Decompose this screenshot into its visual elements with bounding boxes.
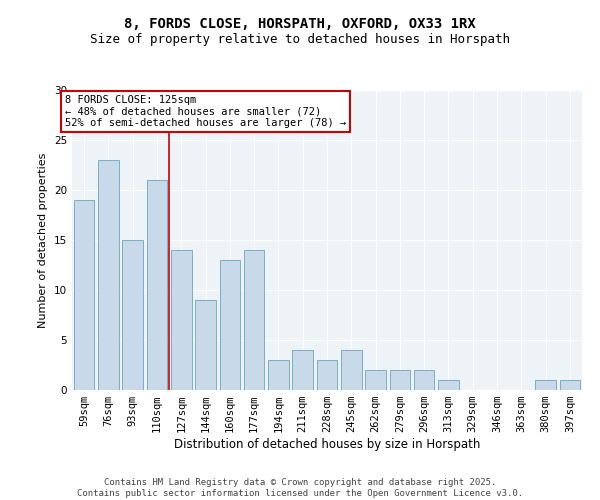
Text: 8, FORDS CLOSE, HORSPATH, OXFORD, OX33 1RX: 8, FORDS CLOSE, HORSPATH, OXFORD, OX33 1… (124, 18, 476, 32)
Bar (414, 370, 434, 390)
Bar (560, 380, 580, 390)
Bar (195, 300, 216, 390)
Text: Contains HM Land Registry data © Crown copyright and database right 2025.
Contai: Contains HM Land Registry data © Crown c… (77, 478, 523, 498)
Bar (171, 250, 191, 390)
Bar (220, 260, 240, 390)
Bar (74, 200, 94, 390)
Bar (341, 350, 362, 390)
Y-axis label: Number of detached properties: Number of detached properties (38, 152, 49, 328)
Bar (292, 350, 313, 390)
Text: Size of property relative to detached houses in Horspath: Size of property relative to detached ho… (90, 32, 510, 46)
Bar (268, 360, 289, 390)
Bar (535, 380, 556, 390)
X-axis label: Distribution of detached houses by size in Horspath: Distribution of detached houses by size … (174, 438, 480, 451)
Text: 8 FORDS CLOSE: 125sqm
← 48% of detached houses are smaller (72)
52% of semi-deta: 8 FORDS CLOSE: 125sqm ← 48% of detached … (65, 95, 346, 128)
Bar (317, 360, 337, 390)
Bar (122, 240, 143, 390)
Bar (146, 180, 167, 390)
Bar (365, 370, 386, 390)
Bar (244, 250, 265, 390)
Bar (98, 160, 119, 390)
Bar (438, 380, 459, 390)
Bar (389, 370, 410, 390)
